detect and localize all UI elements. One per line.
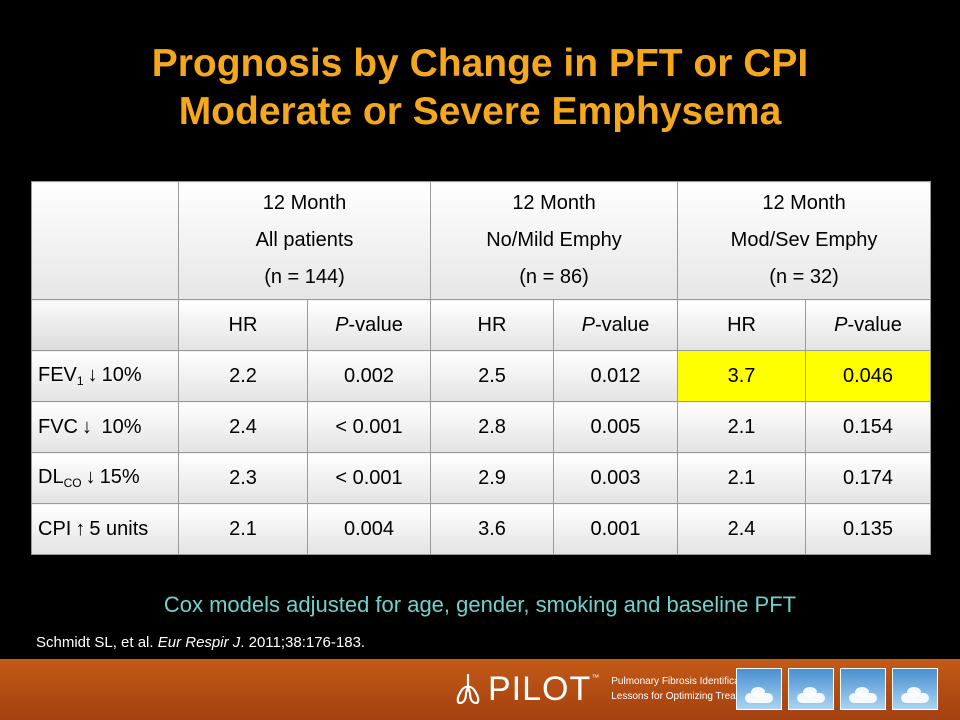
col-header-pvalue: P-value <box>307 299 431 351</box>
hr-cell: 3.6 <box>430 503 554 555</box>
pvalue-cell: 0.012 <box>552 350 679 402</box>
group-header-all: 12 Month All patients (n = 144) <box>178 181 431 300</box>
corner-cell <box>31 181 179 300</box>
tagline-line: Pulmonary Fibrosis Identification: <box>611 676 759 687</box>
table-row: CPI ↑ 5 units 2.1 0.004 3.6 0.001 2.4 0.135 <box>31 503 932 555</box>
lungs-icon <box>456 673 480 705</box>
hr-cell: 2.9 <box>430 452 554 504</box>
group-header-modsev: 12 Month Mod/Sev Emphy (n = 32) <box>677 181 932 300</box>
group-header-line: (n = 144) <box>264 266 345 288</box>
row-label: FEV1 ↓ 10% <box>31 350 179 402</box>
group-header-line: All patients <box>255 229 354 251</box>
hr-cell: 2.1 <box>677 401 807 453</box>
pvalue-cell: < 0.001 <box>307 401 431 453</box>
sky-image <box>892 668 938 710</box>
pvalue-cell: 0.135 <box>805 503 932 555</box>
arrow-down-icon: ↓ <box>85 466 96 488</box>
col-header-hr: HR <box>677 299 807 351</box>
arrow-up-icon: ↑ <box>75 517 86 540</box>
row-label: FVC ↓ 10% <box>31 401 179 453</box>
pvalue-cell: 0.001 <box>552 503 679 555</box>
hr-cell: 2.4 <box>677 503 807 555</box>
slide-title: Prognosis by Change in PFT or CPI Modera… <box>0 40 960 136</box>
hr-cell: 2.4 <box>178 401 308 453</box>
title-line-2: Moderate or Severe Emphysema <box>178 90 782 133</box>
results-table: 12 Month All patients (n = 144) 12 Month… <box>31 181 932 555</box>
col-header-hr: HR <box>178 299 308 351</box>
tagline-line: Lessons for Optimizing Treatment <box>611 691 761 702</box>
group-header-row: 12 Month All patients (n = 144) 12 Month… <box>31 181 932 300</box>
group-header-line: (n = 32) <box>769 266 839 288</box>
table-row: FVC ↓ 10% 2.4 < 0.001 2.8 0.005 2.1 0.154 <box>31 401 932 453</box>
pvalue-cell: 0.005 <box>552 401 679 453</box>
col-header-hr: HR <box>430 299 554 351</box>
trademark: ™ <box>591 672 600 682</box>
group-header-nomild: 12 Month No/Mild Emphy (n = 86) <box>429 181 679 300</box>
col-header-pvalue: P-value <box>805 299 932 351</box>
hr-cell: 2.1 <box>677 452 807 504</box>
table-row: DLCO ↓ 15% 2.3 < 0.001 2.9 0.003 2.1 0.174 <box>31 452 932 504</box>
sky-image <box>736 668 782 710</box>
pvalue-cell: 0.002 <box>307 350 431 402</box>
sub-header-blank <box>31 299 179 351</box>
arrow-down-icon: ↓ <box>82 415 92 438</box>
hr-cell: 2.2 <box>178 350 308 402</box>
pvalue-cell: 0.003 <box>552 452 679 504</box>
pvalue-cell: < 0.001 <box>307 452 431 504</box>
footnote: Cox models adjusted for age, gender, smo… <box>163 592 797 617</box>
citation: Schmidt SL, et al. Eur Respir J. 2011;38… <box>36 634 366 651</box>
sky-image-strip <box>736 668 938 710</box>
hr-cell: 3.7 <box>677 350 807 402</box>
group-header-line: No/Mild Emphy <box>486 229 622 251</box>
sky-image <box>788 668 834 710</box>
sub-header-row: HR P-value HR P-value HR P-value <box>31 299 932 351</box>
table-row: FEV1 ↓ 10% 2.2 0.002 2.5 0.012 3.7 0.046 <box>31 350 932 402</box>
hr-cell: 2.5 <box>430 350 554 402</box>
pvalue-cell: 0.004 <box>307 503 431 555</box>
group-header-line: 12 Month <box>262 192 347 214</box>
hr-cell: 2.3 <box>178 452 308 504</box>
pilot-logo: PILOT ™ Pulmonary Fibrosis Identification… <box>450 664 761 714</box>
logo-text: PILOT <box>488 669 592 708</box>
col-header-pvalue: P-value <box>552 299 679 351</box>
title-line-1: Prognosis by Change in PFT or CPI <box>151 42 809 85</box>
hr-cell: 2.8 <box>430 401 554 453</box>
pvalue-cell: 0.174 <box>805 452 932 504</box>
row-label: DLCO ↓ 15% <box>31 452 179 504</box>
pvalue-cell: 0.154 <box>805 401 932 453</box>
sky-image <box>840 668 886 710</box>
hr-cell: 2.1 <box>178 503 308 555</box>
group-header-line: 12 Month <box>512 192 596 214</box>
group-header-line: 12 Month <box>762 192 846 214</box>
pvalue-cell: 0.046 <box>805 350 932 402</box>
arrow-down-icon: ↓ <box>87 364 98 386</box>
tagline: Pulmonary Fibrosis Identification: Lesso… <box>611 674 761 704</box>
row-label: CPI ↑ 5 units <box>31 503 179 555</box>
group-header-line: Mod/Sev Emphy <box>730 229 878 251</box>
group-header-line: (n = 86) <box>519 266 589 288</box>
